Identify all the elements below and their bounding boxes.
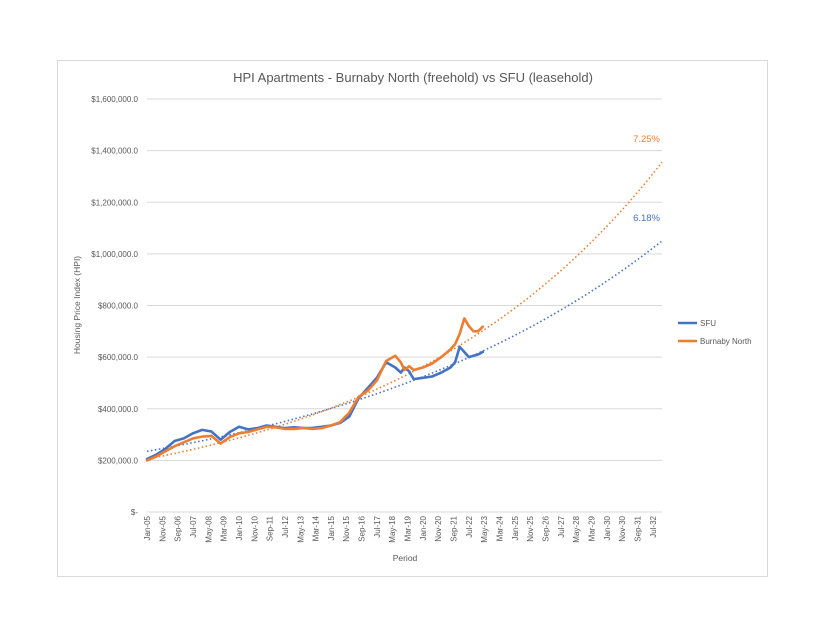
x-tick-label: Mar-19 [404,515,413,541]
trend-rate-label: 7.25% [633,134,660,145]
x-tick-label: Mar-29 [588,515,597,541]
x-tick-label: Jul-22 [465,515,474,537]
x-tick-label: Jan-15 [327,515,336,540]
legend-label: Burnaby North [700,337,752,346]
x-tick-label: Jan-30 [603,515,612,540]
x-tick-label: Sep-11 [266,515,275,541]
trend-rate-label: 6.18% [633,213,660,224]
x-tick-label: Mar-09 [220,515,229,541]
y-axis-label: Housing Price Index (HPI) [72,256,82,354]
series-lines [145,317,484,462]
x-axis-ticks: Jan-05 Nov-05 Sep-06 Jul-07 May-08 Mar-09 Jan-… [143,515,658,542]
trendline-sfu [146,240,663,453]
x-tick-label: Nov-10 [250,515,259,541]
y-tick-label: $800,000.0 [98,302,139,311]
x-tick-label: Nov-05 [158,515,167,541]
y-tick-label: $1,600,000.0 [91,95,138,104]
y-tick-label: $- [131,508,138,517]
y-axis-ticks: $- $200,000.0 $400,000.0 $600,000.0 $800,000… [91,95,138,517]
x-tick-label: May-28 [572,515,581,542]
x-tick-label: Sep-16 [358,515,367,541]
y-tick-label: $200,000.0 [98,456,139,465]
x-tick-label: May-13 [296,515,305,542]
y-tick-label: $400,000.0 [98,405,139,414]
x-tick-label: Jul-32 [649,515,658,537]
chart-frame [57,60,768,577]
y-tick-label: $1,400,000.0 [91,147,138,156]
legend: SFU Burnaby North [678,319,752,346]
x-tick-label: Nov-15 [342,515,351,541]
x-tick-label: Nov-30 [618,515,627,541]
x-tick-label: Mar-14 [312,515,321,541]
x-tick-label: Jan-05 [143,515,152,540]
x-tick-label: Sep-31 [633,515,642,541]
x-tick-label: Sep-06 [174,515,183,541]
x-tick-label: May-18 [388,515,397,542]
chart-title: HPI Apartments - Burnaby North (freehold… [233,70,593,85]
y-tick-label: $1,200,000.0 [91,198,138,207]
x-tick-label: Nov-25 [526,515,535,541]
x-tick-label: Jan-20 [419,515,428,540]
x-tick-label: Jul-27 [557,515,566,537]
gridlines [147,98,662,513]
trendline-burnaby-north [146,161,663,460]
x-tick-label: Jan-25 [511,515,520,540]
series-line-burnaby-north [145,317,484,462]
x-axis-label: Period [393,553,418,563]
x-tick-label: Nov-20 [434,515,443,541]
legend-label: SFU [700,319,716,328]
x-tick-label: May-23 [480,515,489,542]
trendlines [146,161,663,460]
x-tick-label: Jan-10 [235,515,244,540]
x-tick-label: Jul-17 [373,515,382,537]
x-tick-label: Jul-12 [281,515,290,537]
y-tick-label: $600,000.0 [98,353,139,362]
x-tick-label: May-08 [204,515,213,542]
x-tick-label: Sep-26 [542,515,551,541]
trend-annotations: 6.18% 7.25% [633,134,660,224]
y-tick-label: $1,000,000.0 [91,250,138,259]
x-tick-label: Jul-07 [189,515,198,537]
x-tick-label: Mar-24 [496,515,505,541]
x-tick-label: Sep-21 [450,515,459,541]
